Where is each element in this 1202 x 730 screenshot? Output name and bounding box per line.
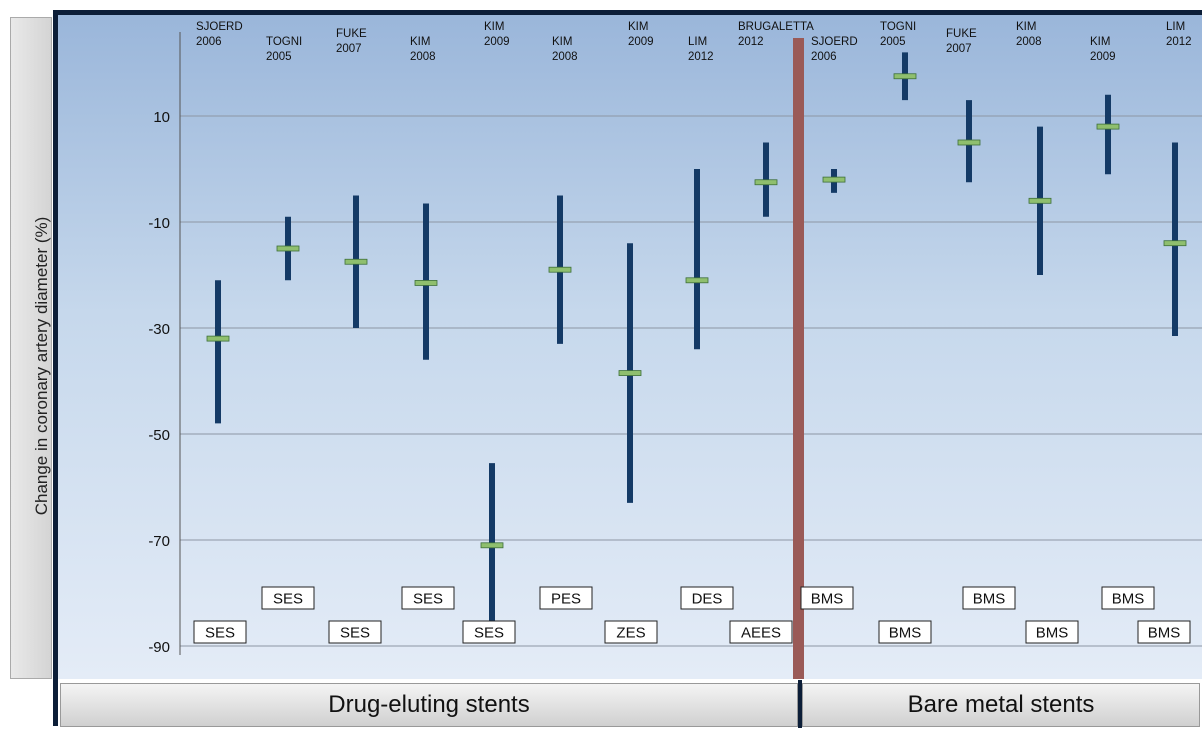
group-separator [793, 38, 804, 679]
stent-type-label: BMS [1036, 625, 1069, 642]
study-label: FUKE 2007 [946, 28, 977, 55]
study-label: BRUGALETTA 2012 [738, 21, 814, 48]
stent-type-label: SES [340, 625, 370, 642]
stent-type-box [729, 620, 793, 644]
mean-marker [618, 370, 642, 376]
y-tick-label: 10 [153, 109, 170, 126]
mean-marker [754, 179, 778, 186]
stent-type-label: SES [205, 625, 235, 642]
stent-type-label: PES [551, 591, 581, 608]
study-label: LIM 2012 [688, 36, 714, 63]
mean-marker [344, 258, 368, 265]
y-axis-label-panel: Change in coronary artery diameter (%) [10, 17, 52, 679]
group-divider [798, 680, 802, 728]
stent-type-box [800, 586, 854, 610]
stent-type-box [1101, 586, 1155, 610]
stent-type-box [1137, 620, 1191, 644]
stent-type-label: ZES [616, 625, 645, 642]
y-tick-label: -50 [148, 427, 170, 444]
stent-type-box [328, 620, 382, 644]
mean-marker [957, 139, 981, 146]
stent-type-box [401, 586, 455, 610]
mean-marker [822, 176, 846, 183]
chart-frame-top [53, 10, 1202, 15]
study-label: SJOERD 2006 [196, 21, 243, 48]
y-tick-label: -70 [148, 533, 170, 550]
stent-type-label: SES [413, 591, 443, 608]
mean-marker [685, 277, 709, 284]
group-label-drug-eluting: Drug-eluting stents [60, 683, 798, 727]
stent-type-box [193, 620, 247, 644]
study-label: SJOERD 2006 [811, 36, 858, 63]
mean-marker [893, 73, 917, 80]
study-label: KIM 2009 [1090, 36, 1116, 63]
stent-type-box [261, 586, 315, 610]
study-label: KIM 2008 [552, 36, 578, 63]
stent-type-box [878, 620, 932, 644]
stent-type-label: BMS [889, 625, 922, 642]
mean-marker [276, 245, 300, 252]
stent-type-box [962, 586, 1016, 610]
stent-type-label: BMS [973, 591, 1006, 608]
stent-type-label: AEES [741, 625, 781, 642]
stent-type-label: BMS [811, 591, 844, 608]
y-tick-label: -90 [148, 639, 170, 656]
stent-type-label: DES [692, 591, 723, 608]
mean-marker [1163, 240, 1187, 247]
stent-type-label: SES [273, 591, 303, 608]
stent-type-label: SES [474, 625, 504, 642]
mean-marker [1096, 123, 1120, 130]
stent-type-box [604, 620, 658, 644]
study-label: KIM 2009 [628, 21, 654, 48]
mean-marker [480, 542, 504, 549]
study-label: FUKE 2007 [336, 28, 367, 55]
study-label: KIM 2009 [484, 21, 510, 48]
stent-type-label: BMS [1148, 625, 1181, 642]
stent-type-box [680, 586, 734, 610]
stent-type-box [462, 620, 516, 644]
study-label: KIM 2008 [410, 36, 436, 63]
study-label: LIM 2012 [1166, 21, 1192, 48]
study-label: TOGNI 2005 [266, 36, 302, 63]
y-tick-label: -30 [148, 321, 170, 338]
study-label: KIM 2008 [1016, 21, 1042, 48]
stent-type-label: BMS [1112, 591, 1145, 608]
mean-marker [1028, 197, 1052, 204]
mean-marker [206, 335, 230, 342]
group-label-bare-metal: Bare metal stents [802, 683, 1200, 727]
stent-type-box [1025, 620, 1079, 644]
mean-marker [414, 280, 438, 286]
study-label: TOGNI 2005 [880, 21, 916, 48]
y-tick-label: -10 [148, 215, 170, 232]
stent-type-box [539, 586, 593, 610]
mean-marker [548, 266, 572, 273]
chart-frame-left [53, 10, 58, 726]
